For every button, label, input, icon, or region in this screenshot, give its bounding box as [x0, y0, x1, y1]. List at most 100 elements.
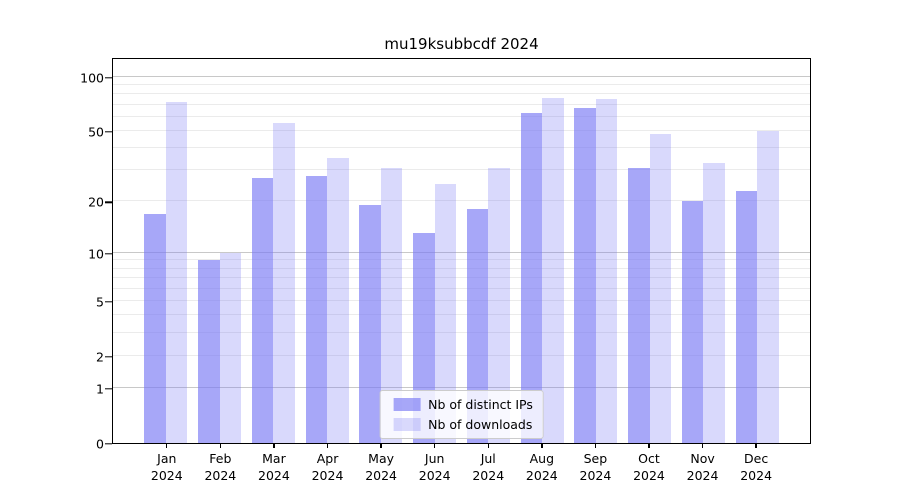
y-tick-label-20: 20: [88, 194, 104, 210]
gridline-4: [113, 314, 810, 316]
gridline-3: [113, 331, 810, 333]
bar-group-jul: [462, 59, 516, 443]
gridline-6: [113, 287, 810, 289]
bar-jul-distinct-ips: [466, 209, 489, 443]
y-tick-mark-0: [105, 443, 112, 445]
x-tick-label-feb: Feb 2024: [204, 451, 237, 483]
gridline-60: [113, 115, 810, 117]
bar-may-distinct-ips: [359, 205, 381, 443]
bar-may-downloads: [380, 167, 403, 443]
y-tick-label-5: 5: [96, 294, 104, 310]
x-tick-label-aug: Aug 2024: [525, 451, 558, 483]
bar-jul-downloads: [488, 167, 510, 443]
gridline-1: [113, 386, 810, 388]
bar-group-oct: [623, 59, 677, 443]
x-slot-nov: Nov 2024: [676, 444, 730, 485]
x-tick-mark-nov: [701, 444, 704, 448]
bar-jan-distinct-ips: [144, 213, 166, 443]
y-tick-mark-100: [105, 76, 112, 79]
x-slot-jan: Jan 2024: [140, 444, 194, 485]
legend-swatch-distinct-ips: [393, 398, 421, 411]
x-slot-apr: Apr 2024: [301, 444, 355, 485]
bar-apr-downloads: [327, 158, 349, 443]
bar-jun-downloads: [434, 184, 457, 443]
gridline-8: [113, 267, 810, 269]
gridline-90: [113, 83, 810, 85]
bar-group-sep: [569, 59, 623, 443]
x-tick-label-oct: Oct 2024: [633, 451, 665, 483]
x-tick-mark-apr: [326, 444, 329, 448]
bar-group-jun: [408, 59, 462, 443]
x-slot-aug: Aug 2024: [515, 444, 569, 485]
y-tick-label-10: 10: [88, 246, 104, 262]
legend-label-downloads: Nb of downloads: [428, 417, 533, 432]
bars-row: [113, 59, 810, 443]
y-tick-label-0: 0: [96, 436, 104, 452]
legend-item-distinct-ips: Nb of distinct IPs: [390, 397, 533, 412]
x-tick-mark-jun: [433, 444, 436, 448]
bar-mar-distinct-ips: [251, 178, 274, 443]
gridline-40: [113, 147, 810, 149]
x-tick-label-sep: Sep 2024: [579, 451, 612, 483]
gridline-20: [113, 200, 810, 202]
gridline-100: [113, 75, 810, 77]
bar-nov-downloads: [703, 163, 725, 443]
y-tick-mark-5: [105, 301, 112, 303]
x-tick-mark-jul: [487, 444, 489, 448]
y-tick-label-100: 100: [80, 70, 104, 86]
x-slot-may: May 2024: [354, 444, 408, 485]
x-slot-feb: Feb 2024: [194, 444, 248, 485]
x-tick-mark-oct: [648, 444, 650, 448]
y-tick-mark-10: [105, 252, 112, 255]
gridline-7: [113, 276, 810, 278]
gridline-80: [113, 93, 810, 95]
bar-group-dec: [730, 59, 784, 443]
bar-sep-distinct-ips: [574, 107, 596, 443]
x-tick-label-dec: Dec 2024: [740, 451, 773, 483]
x-slot-sep: Sep 2024: [569, 444, 623, 485]
bar-nov-distinct-ips: [681, 201, 704, 443]
x-tick-mark-feb: [219, 444, 222, 448]
gridline-30: [113, 169, 810, 171]
y-tick-mark-2: [105, 356, 112, 358]
x-tick-label-mar: Mar 2024: [258, 451, 290, 483]
x-slot-mar: Mar 2024: [247, 444, 301, 485]
x-slot-jun: Jun 2024: [408, 444, 462, 485]
bar-feb-downloads: [219, 252, 242, 443]
bar-feb-distinct-ips: [198, 260, 220, 443]
x-tick-mark-mar: [273, 444, 275, 448]
y-tick-label-50: 50: [88, 124, 104, 140]
x-tick-label-apr: Apr 2024: [311, 451, 344, 483]
x-tick-label-may: May 2024: [365, 451, 397, 483]
bar-oct-downloads: [649, 134, 672, 443]
bar-group-feb: [193, 59, 247, 443]
x-slot-dec: Dec 2024: [729, 444, 783, 485]
x-slot-oct: Oct 2024: [622, 444, 676, 485]
y-axis-labels: 0 1 2 5 10 20 50 100: [0, 58, 104, 451]
x-tick-label-jun: Jun 2024: [418, 451, 451, 483]
x-tick-mark-may: [380, 444, 382, 448]
bar-group-apr: [300, 59, 354, 443]
y-tick-label-2: 2: [96, 349, 104, 365]
bar-aug-downloads: [542, 98, 564, 443]
y-tick-mark-1: [105, 388, 112, 390]
gridline-70: [113, 103, 810, 105]
y-tick-mark-50: [105, 131, 112, 133]
bar-group-aug: [515, 59, 569, 443]
bar-apr-distinct-ips: [305, 175, 328, 443]
x-tick-mark-sep: [594, 444, 597, 448]
y-axis-ticks: [105, 58, 112, 445]
gridline-2: [113, 354, 810, 356]
x-tick-mark-aug: [541, 444, 543, 448]
legend-swatch-downloads: [393, 418, 421, 431]
bar-jan-downloads: [165, 102, 188, 443]
x-tick-mark-jan: [166, 444, 168, 448]
legend-label-distinct-ips: Nb of distinct IPs: [428, 397, 533, 412]
gridline-10: [113, 251, 810, 253]
x-tick-mark-dec: [755, 444, 757, 448]
bar-group-nov: [677, 59, 731, 443]
x-tick-label-jul: Jul 2024: [472, 451, 505, 483]
x-slot-jul: Jul 2024: [461, 444, 515, 485]
bar-aug-distinct-ips: [520, 112, 543, 443]
x-tick-label-jan: Jan 2024: [150, 451, 183, 483]
